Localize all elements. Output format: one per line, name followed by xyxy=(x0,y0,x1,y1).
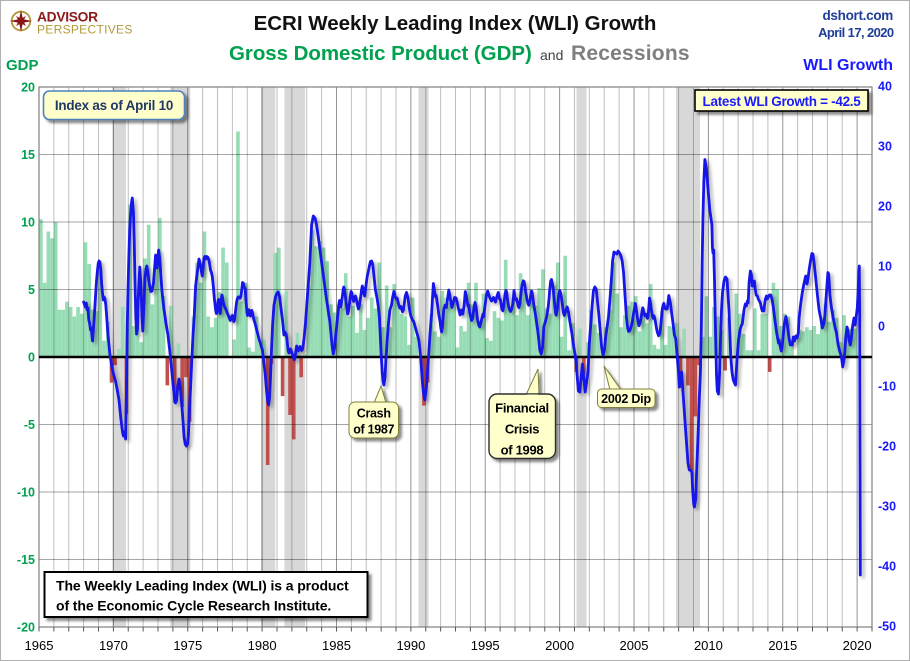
svg-text:-10: -10 xyxy=(878,380,896,394)
svg-text:10: 10 xyxy=(878,260,892,274)
svg-text:1975: 1975 xyxy=(173,638,202,653)
svg-text:-20: -20 xyxy=(17,621,35,635)
svg-text:1970: 1970 xyxy=(99,638,128,653)
svg-text:-50: -50 xyxy=(878,620,896,634)
svg-text:Recessions: Recessions xyxy=(571,42,690,65)
svg-text:of 1998: of 1998 xyxy=(501,443,544,458)
svg-text:0: 0 xyxy=(878,320,885,334)
svg-text:0: 0 xyxy=(28,351,35,365)
svg-text:1995: 1995 xyxy=(471,638,500,653)
svg-text:Index as of April 10: Index as of April 10 xyxy=(55,98,173,113)
svg-text:2000: 2000 xyxy=(545,638,574,653)
svg-text:Crash: Crash xyxy=(357,407,391,421)
svg-text:-15: -15 xyxy=(17,553,35,567)
svg-text:-40: -40 xyxy=(878,560,896,574)
svg-text:1985: 1985 xyxy=(322,638,351,653)
svg-text:of 1987: of 1987 xyxy=(353,423,394,437)
svg-text:Gross Domestic Product (GDP): Gross Domestic Product (GDP) xyxy=(229,42,532,65)
svg-text:2010: 2010 xyxy=(694,638,723,653)
svg-text:5: 5 xyxy=(28,283,35,297)
svg-text:Latest WLI Growth = -42.5: Latest WLI Growth = -42.5 xyxy=(703,94,862,109)
svg-text:20: 20 xyxy=(21,81,35,95)
svg-text:-10: -10 xyxy=(17,486,35,500)
svg-text:ADVISOR: ADVISOR xyxy=(37,10,98,25)
svg-text:-30: -30 xyxy=(878,500,896,514)
svg-text:-5: -5 xyxy=(24,418,35,432)
svg-text:40: 40 xyxy=(878,80,892,94)
svg-text:2020: 2020 xyxy=(843,638,872,653)
svg-text:PERSPECTIVES: PERSPECTIVES xyxy=(37,23,133,37)
svg-text:and: and xyxy=(540,47,563,63)
svg-text:1990: 1990 xyxy=(396,638,425,653)
svg-text:GDP: GDP xyxy=(6,57,39,74)
svg-text:20: 20 xyxy=(878,200,892,214)
svg-text:The Weekly Leading Index (WLI): The Weekly Leading Index (WLI) is a prod… xyxy=(56,578,349,594)
svg-text:-20: -20 xyxy=(878,440,896,454)
svg-text:2002 Dip: 2002 Dip xyxy=(601,392,651,406)
svg-text:15: 15 xyxy=(21,148,35,162)
svg-text:1965: 1965 xyxy=(25,638,54,653)
svg-text:Crisis: Crisis xyxy=(505,422,539,437)
svg-text:April 17, 2020: April 17, 2020 xyxy=(818,25,894,40)
svg-text:2005: 2005 xyxy=(620,638,649,653)
svg-text:2015: 2015 xyxy=(768,638,797,653)
svg-text:of the Economic Cycle Research: of the Economic Cycle Research Institute… xyxy=(56,598,331,614)
svg-text:Financial: Financial xyxy=(495,401,549,416)
svg-text:30: 30 xyxy=(878,140,892,154)
svg-text:ECRI Weekly Leading Index (WLI: ECRI Weekly Leading Index (WLI) Growth xyxy=(254,12,657,35)
svg-text:WLI Growth: WLI Growth xyxy=(803,57,893,74)
svg-text:10: 10 xyxy=(21,216,35,230)
svg-text:1980: 1980 xyxy=(248,638,277,653)
svg-text:dshort.com: dshort.com xyxy=(822,8,893,23)
